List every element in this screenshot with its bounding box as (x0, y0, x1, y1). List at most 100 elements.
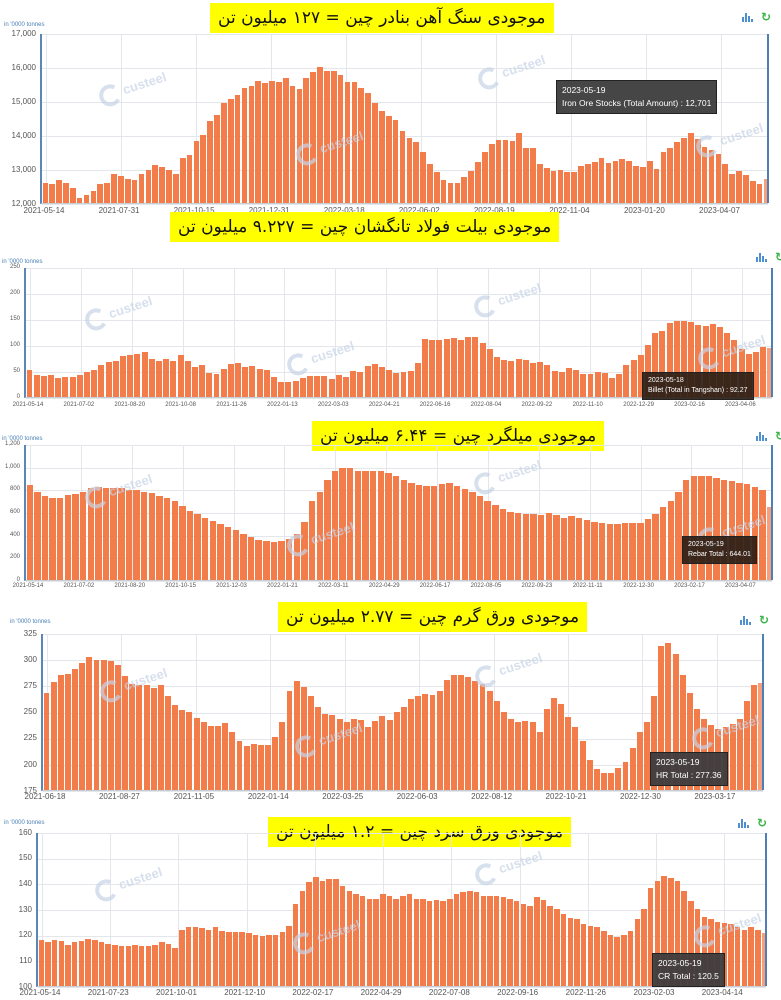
data-bar[interactable] (331, 471, 339, 580)
data-bar[interactable] (634, 919, 641, 986)
data-bar[interactable] (69, 187, 76, 203)
data-bar[interactable] (594, 371, 601, 397)
data-bar[interactable] (637, 522, 644, 580)
data-bar[interactable] (307, 695, 314, 790)
data-bar[interactable] (65, 944, 71, 986)
data-bar[interactable] (266, 934, 272, 986)
data-bar[interactable] (661, 875, 667, 986)
data-bar[interactable] (516, 133, 523, 203)
data-bar[interactable] (406, 138, 413, 203)
data-bar[interactable] (148, 492, 156, 580)
data-bar[interactable] (413, 898, 420, 986)
data-bar[interactable] (339, 467, 346, 580)
data-bar[interactable] (207, 121, 213, 203)
data-bar[interactable] (480, 896, 486, 986)
data-bar[interactable] (674, 141, 680, 203)
data-bar[interactable] (736, 718, 743, 790)
data-bar[interactable] (98, 942, 105, 986)
data-bar[interactable] (171, 501, 178, 580)
data-bar[interactable] (501, 711, 507, 790)
data-bar[interactable] (278, 541, 285, 580)
data-bar[interactable] (598, 523, 606, 580)
data-bar[interactable] (741, 929, 748, 986)
data-bar[interactable] (136, 685, 143, 790)
data-bar[interactable] (501, 360, 508, 397)
data-bar[interactable] (674, 880, 681, 986)
data-bar[interactable] (447, 898, 453, 986)
data-bar[interactable] (666, 322, 673, 397)
data-bar[interactable] (729, 174, 735, 203)
data-bar[interactable] (406, 893, 413, 986)
data-bar[interactable] (72, 668, 79, 790)
data-bar[interactable] (472, 681, 479, 790)
data-bar[interactable] (465, 336, 472, 397)
data-bar[interactable] (365, 727, 372, 790)
data-bar[interactable] (614, 523, 621, 580)
data-bar[interactable] (93, 660, 100, 790)
data-bar[interactable] (458, 339, 465, 397)
data-bar[interactable] (522, 514, 530, 580)
data-bar[interactable] (763, 179, 770, 203)
data-bar[interactable] (493, 701, 500, 790)
data-bar[interactable] (529, 721, 536, 790)
data-bar[interactable] (454, 182, 461, 203)
data-bar[interactable] (321, 375, 328, 397)
data-bar[interactable] (436, 690, 443, 790)
data-bar[interactable] (601, 773, 608, 790)
data-bar[interactable] (184, 360, 191, 397)
data-bar[interactable] (554, 909, 560, 986)
data-bar[interactable] (571, 172, 577, 203)
data-bar[interactable] (523, 147, 529, 203)
data-bar[interactable] (235, 362, 242, 397)
data-bar[interactable] (443, 680, 450, 790)
data-bar[interactable] (415, 695, 422, 790)
data-bar[interactable] (186, 511, 194, 580)
data-bar[interactable] (701, 916, 707, 986)
data-bar[interactable] (633, 166, 639, 203)
data-bar[interactable] (179, 158, 186, 203)
data-bar[interactable] (157, 685, 164, 790)
data-bar[interactable] (520, 903, 527, 986)
data-bar[interactable] (118, 488, 125, 580)
data-bar[interactable] (145, 946, 152, 986)
data-bar[interactable] (651, 695, 658, 790)
data-bar[interactable] (415, 484, 423, 580)
data-bar[interactable] (629, 748, 636, 790)
data-bar[interactable] (646, 160, 653, 203)
data-bar[interactable] (226, 932, 232, 986)
data-bar[interactable] (333, 879, 339, 986)
data-bar[interactable] (729, 724, 736, 790)
data-bar[interactable] (289, 85, 296, 203)
data-bar[interactable] (578, 165, 584, 203)
data-bar[interactable] (57, 497, 64, 580)
data-bar[interactable] (111, 174, 117, 203)
data-bar[interactable] (668, 878, 674, 986)
data-bar[interactable] (681, 891, 687, 986)
data-bar[interactable] (159, 942, 165, 986)
refresh-icon[interactable]: ↻ (761, 10, 772, 24)
data-bar[interactable] (351, 81, 358, 203)
data-bar[interactable] (40, 376, 47, 397)
data-bar[interactable] (118, 175, 124, 203)
data-bar[interactable] (486, 349, 493, 397)
data-bar[interactable] (565, 716, 572, 790)
data-bar[interactable] (460, 892, 466, 986)
data-bar[interactable] (702, 325, 709, 397)
data-bar[interactable] (350, 371, 357, 397)
data-bar[interactable] (125, 946, 132, 986)
data-bar[interactable] (259, 935, 265, 986)
data-bar[interactable] (436, 339, 443, 397)
data-bar[interactable] (514, 513, 522, 580)
data-bar[interactable] (616, 374, 623, 397)
data-bar[interactable] (300, 687, 307, 790)
data-bar[interactable] (627, 930, 634, 986)
data-bar[interactable] (537, 361, 544, 397)
data-bar[interactable] (166, 169, 172, 203)
data-bar[interactable] (76, 197, 83, 203)
data-bar[interactable] (560, 914, 567, 986)
data-bar[interactable] (679, 674, 686, 790)
data-bar[interactable] (665, 643, 672, 790)
data-bar[interactable] (353, 893, 359, 986)
data-bar[interactable] (473, 892, 480, 986)
data-bar[interactable] (400, 479, 407, 580)
